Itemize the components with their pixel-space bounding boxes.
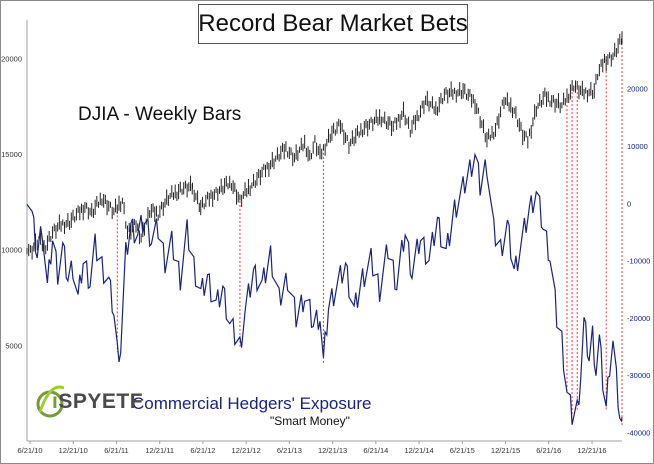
x-tick-label: 12/21/12 xyxy=(232,446,261,455)
x-tick-label: 6/21/14 xyxy=(363,446,388,455)
x-axis-ticks: 6/21/10 12/21/10 6/21/11 12/21/11 6/21/12 12/… xyxy=(17,441,607,455)
x-tick-label: 12/21/10 xyxy=(59,446,88,455)
x-tick-label: 6/21/13 xyxy=(277,446,302,455)
x-tick-label: 6/21/16 xyxy=(536,446,561,455)
right-tick-label: -30000 xyxy=(627,371,650,380)
ispyetf-logo: iSPYETF xyxy=(34,380,154,424)
x-tick-label: 6/21/10 xyxy=(17,446,42,455)
right-tick-label: -10000 xyxy=(627,257,650,266)
right-tick-label: 10000 xyxy=(627,142,648,151)
left-tick-label: 10000 xyxy=(1,246,22,255)
left-tick-label: 20000 xyxy=(1,54,22,63)
x-tick-label: 12/21/11 xyxy=(145,446,174,455)
logo-text: iSPYETF xyxy=(52,390,144,413)
left-tick-label: 15000 xyxy=(1,150,22,159)
x-tick-label: 6/21/11 xyxy=(104,446,128,455)
right-tick-label: 20000 xyxy=(627,85,648,94)
left-axis-ticks: 5000 10000 15000 20000 xyxy=(1,54,22,350)
djia-annotation: DJIA - Weekly Bars xyxy=(78,104,242,125)
hedgers-line xyxy=(26,152,623,425)
hedgers-series xyxy=(26,152,623,425)
smart-money-annotation: "Smart Money" xyxy=(270,414,350,428)
right-tick-label: 0 xyxy=(627,199,631,208)
x-tick-label: 6/21/12 xyxy=(190,446,215,455)
chart-title-box: Record Bear Market Bets xyxy=(198,4,468,44)
marker-lines xyxy=(116,39,623,427)
right-tick-label: -20000 xyxy=(627,314,650,323)
x-tick-label: 6/21/15 xyxy=(450,446,475,455)
right-tick-label: -40000 xyxy=(627,428,650,437)
x-tick-label: 12/21/16 xyxy=(577,446,606,455)
globe-swoosh-icon xyxy=(36,385,64,418)
left-tick-label: 5000 xyxy=(5,341,22,350)
x-tick-label: 12/21/14 xyxy=(404,446,433,455)
djia-series xyxy=(26,31,623,260)
x-tick-label: 12/21/13 xyxy=(318,446,347,455)
right-axis-ticks: -40000 -30000 -20000 -10000 0 10000 20000 xyxy=(627,85,650,438)
hedgers-annotation: Commercial Hedgers' Exposure xyxy=(132,394,372,413)
chart-title: Record Bear Market Bets xyxy=(198,10,468,37)
x-tick-label: 12/21/15 xyxy=(491,446,520,455)
